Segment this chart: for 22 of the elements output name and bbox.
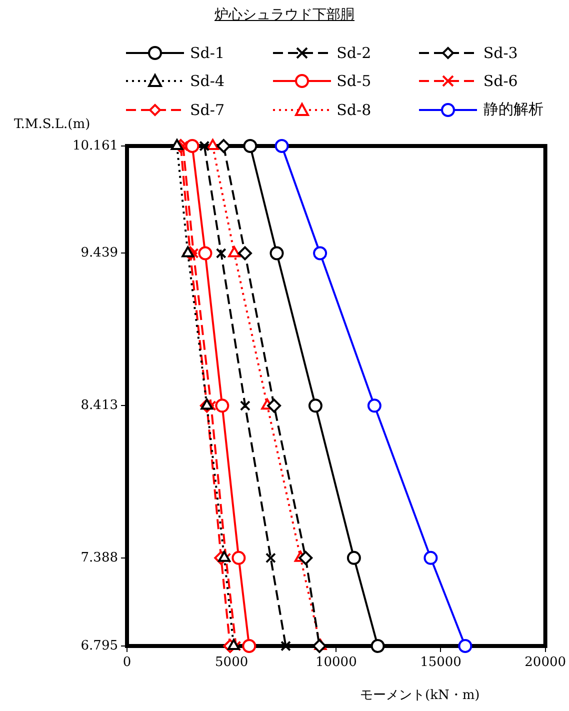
x-tick-label: 10000 <box>315 655 357 670</box>
x-tick-label: 15000 <box>420 655 462 670</box>
y-tick-label: 6.795 <box>80 638 118 654</box>
x-tick-label: 5000 <box>215 655 248 670</box>
x-tick-label: 0 <box>122 655 132 670</box>
y-tick-label: 10.161 <box>72 138 118 154</box>
chart-title: 炉心シュラウド下部胴 <box>214 7 354 23</box>
legend-label: Sd-3 <box>483 44 518 62</box>
legend-label: Sd-2 <box>336 44 372 62</box>
legend-label: Sd-6 <box>483 72 518 90</box>
legend-label: Sd-4 <box>190 72 224 90</box>
legend-label: Sd-8 <box>336 100 372 118</box>
legend-label: Sd-1 <box>190 44 224 62</box>
legend-label: Sd-7 <box>190 100 224 118</box>
legend-label: Sd-5 <box>336 72 372 90</box>
x-axis-title: モーメント(kN・m) <box>360 687 480 704</box>
y-axis-title: T.M.S.L.(m) <box>14 117 90 132</box>
y-tick-label: 8.413 <box>80 398 118 414</box>
y-tick-label: 9.439 <box>80 246 118 261</box>
y-tick-label: 7.388 <box>80 550 118 566</box>
legend-label: 静的解析 <box>483 100 544 119</box>
x-tick-label: 20000 <box>524 655 566 670</box>
